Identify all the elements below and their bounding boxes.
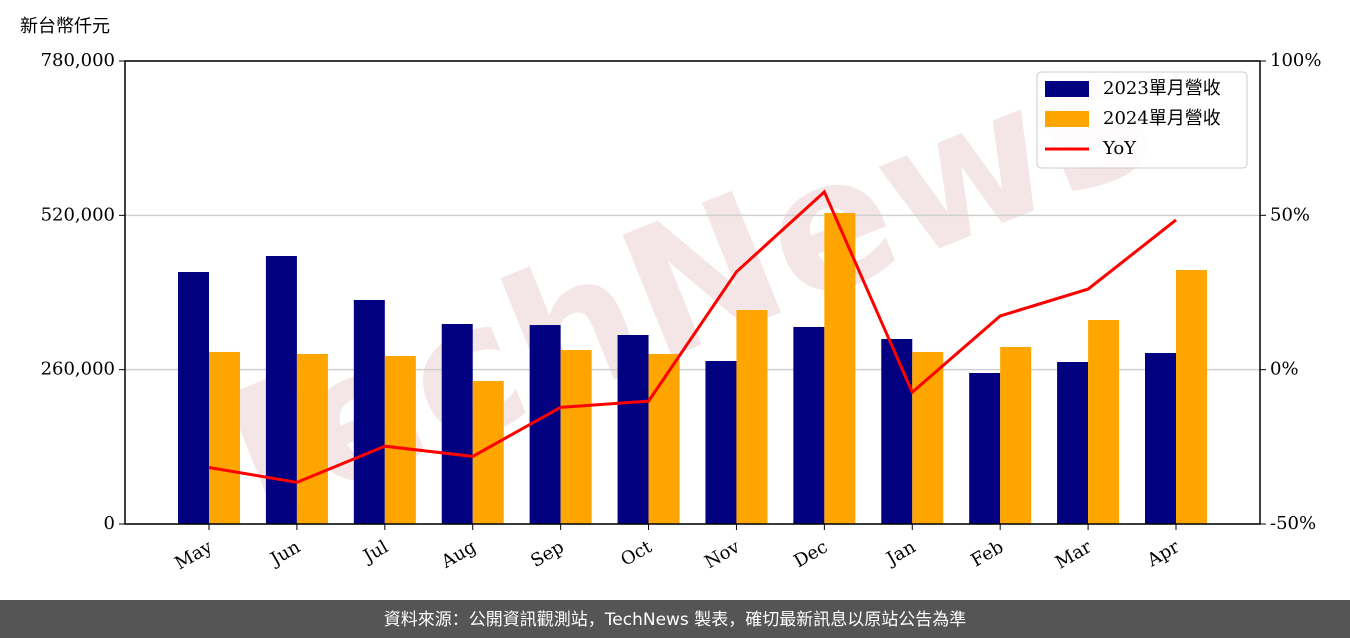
legend-swatch bbox=[1045, 111, 1089, 127]
bar bbox=[705, 361, 737, 524]
bar bbox=[209, 351, 240, 524]
y2-tick-label: 50% bbox=[1270, 204, 1310, 225]
plot-frame bbox=[124, 60, 1261, 525]
bar bbox=[1145, 352, 1176, 524]
bar bbox=[881, 338, 913, 524]
legend-swatch bbox=[1045, 81, 1089, 97]
bar bbox=[529, 325, 561, 524]
bar bbox=[617, 335, 649, 524]
bar bbox=[793, 326, 825, 524]
y2-tick-label: -50% bbox=[1270, 513, 1316, 534]
footer-band bbox=[0, 600, 1350, 638]
y-tick-label: 780,000 bbox=[41, 50, 115, 71]
y2-tick-label: 0% bbox=[1270, 359, 1299, 380]
bar bbox=[1000, 346, 1032, 524]
bar bbox=[384, 356, 416, 524]
y-tick-label: 520,000 bbox=[41, 204, 115, 225]
y-tick-label: 260,000 bbox=[41, 359, 115, 380]
bar bbox=[1176, 270, 1207, 524]
bar bbox=[560, 350, 592, 524]
bar bbox=[353, 299, 385, 524]
bar bbox=[178, 272, 209, 524]
line bbox=[208, 189, 1177, 484]
y-tick-label: 0 bbox=[104, 513, 115, 534]
bar bbox=[265, 255, 297, 524]
bar bbox=[296, 353, 328, 524]
bar bbox=[824, 213, 856, 525]
bar bbox=[441, 324, 473, 524]
y-axis-title: 新台幣仟元 bbox=[20, 16, 110, 37]
bar bbox=[1088, 319, 1120, 524]
y2-tick-label: 100% bbox=[1270, 50, 1321, 71]
footer: 資料來源：公開資訊觀測站，TechNews 製表，確切最新訊息以原站公告為準 bbox=[384, 610, 966, 630]
legend-label: 2023單月營收 bbox=[1103, 78, 1221, 99]
legend-label: YoY bbox=[1102, 138, 1137, 159]
bar bbox=[969, 372, 1001, 524]
bar bbox=[648, 353, 680, 524]
bar bbox=[736, 310, 768, 524]
legend-box bbox=[1036, 71, 1248, 169]
legend-label: 2024單月營收 bbox=[1103, 108, 1221, 129]
bar bbox=[1057, 362, 1089, 524]
